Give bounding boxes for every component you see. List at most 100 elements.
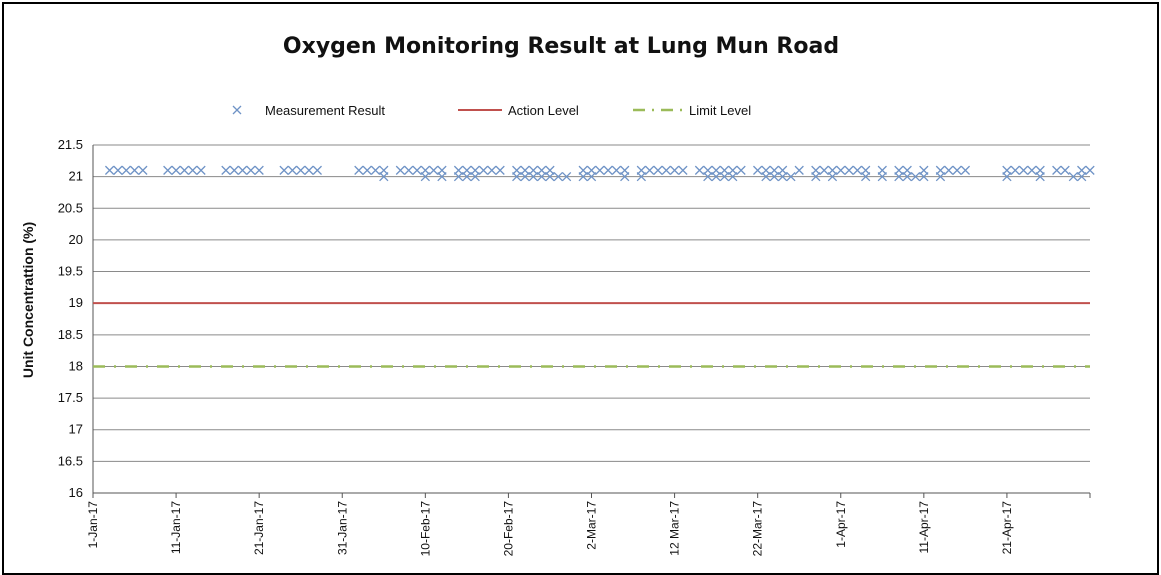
measurement-point xyxy=(287,165,298,175)
measurement-point xyxy=(728,171,738,182)
measurement-point xyxy=(113,165,123,175)
measurement-point xyxy=(1060,165,1070,175)
measurement-points xyxy=(104,165,1095,182)
y-tick-label: 17.5 xyxy=(58,390,83,405)
measurement-point xyxy=(703,171,713,182)
legend-swatch-measurement-result xyxy=(232,105,242,115)
measurement-point xyxy=(395,165,406,175)
y-tick-label: 19.5 xyxy=(58,264,83,279)
measurement-point xyxy=(1018,165,1029,175)
measurement-point xyxy=(595,165,605,175)
x-tick-label: 11-Jan-17 xyxy=(169,501,183,554)
y-tick-label: 20.5 xyxy=(58,200,83,215)
measurement-point xyxy=(636,171,647,182)
measurement-point xyxy=(512,171,522,182)
y-tick-label: 16.5 xyxy=(58,453,83,468)
measurement-point xyxy=(196,165,206,175)
measurement-point xyxy=(644,165,655,175)
measurement-point xyxy=(188,165,198,175)
measurement-point xyxy=(952,165,962,175)
measurement-point xyxy=(578,171,588,182)
measurement-point xyxy=(711,171,721,182)
measurement-point xyxy=(1002,171,1012,182)
measurement-point xyxy=(1035,171,1045,182)
measurement-point xyxy=(678,165,688,175)
x-tick-label: 10-Feb-17 xyxy=(418,501,432,557)
measurement-point xyxy=(1027,165,1037,175)
measurement-point xyxy=(478,165,489,175)
y-axis-label: Unit Concentrattion (%) xyxy=(20,222,36,378)
measurement-point xyxy=(495,165,505,175)
measurement-point xyxy=(1077,171,1087,182)
legend: Measurement Result Action Level Limit Leve… xyxy=(232,103,751,118)
measurement-point xyxy=(669,165,680,175)
measurement-point xyxy=(412,165,422,175)
measurement-point xyxy=(935,171,946,182)
measurement-point xyxy=(470,171,480,182)
measurement-point xyxy=(453,171,464,182)
y-tick-label: 21.5 xyxy=(58,137,83,152)
measurement-point xyxy=(536,171,547,182)
measurement-point xyxy=(827,171,838,182)
measurement-point xyxy=(944,165,954,175)
x-tick-label: 11-Apr-17 xyxy=(917,501,931,554)
x-tick-label: 1-Jan-17 xyxy=(86,501,100,549)
measurement-point xyxy=(844,165,854,175)
x-tick-label: 1-Apr-17 xyxy=(834,501,848,548)
y-tick-label: 18 xyxy=(69,358,83,373)
y-tick-label: 17 xyxy=(69,422,83,437)
reference-lines xyxy=(93,302,1090,368)
legend-label-measurement-result: Measurement Result xyxy=(265,103,385,118)
measurement-point xyxy=(237,165,248,175)
measurement-point xyxy=(138,165,148,175)
measurement-point xyxy=(877,171,887,182)
measurement-point xyxy=(653,165,663,175)
measurement-point xyxy=(719,171,730,182)
measurement-point xyxy=(611,165,622,175)
measurement-point xyxy=(171,165,181,175)
measurement-point xyxy=(694,165,705,175)
measurement-point xyxy=(1010,165,1020,175)
measurement-point xyxy=(1052,165,1062,175)
measurement-point xyxy=(902,171,912,182)
measurement-point xyxy=(370,165,381,175)
measurement-point xyxy=(777,171,788,182)
measurement-point xyxy=(620,171,630,182)
measurement-point xyxy=(836,165,846,175)
measurement-point xyxy=(129,165,140,175)
measurement-point xyxy=(163,165,173,175)
measurement-point xyxy=(254,165,264,175)
x-tick-label: 21-Jan-17 xyxy=(252,501,266,555)
measurement-point xyxy=(487,165,497,175)
legend-label-action-level: Action Level xyxy=(508,103,579,118)
measurement-point xyxy=(362,165,372,175)
axes xyxy=(92,145,1091,498)
measurement-point xyxy=(910,171,921,182)
y-tick-label: 21 xyxy=(69,169,83,184)
measurement-point xyxy=(761,171,771,182)
measurement-point xyxy=(312,165,322,175)
measurement-point xyxy=(104,165,115,175)
x-tick-labels: 1-Jan-17 11-Jan-17 21-Jan-17 31-Jan-17 10-Fe… xyxy=(86,501,1014,557)
measurement-point xyxy=(296,165,306,175)
y-tick-label: 18.5 xyxy=(58,327,83,342)
x-tick-label: 20-Feb-17 xyxy=(501,501,515,557)
legend-label-limit-level: Limit Level xyxy=(689,103,751,118)
measurement-point xyxy=(221,165,231,175)
measurement-point xyxy=(246,165,256,175)
measurement-point xyxy=(786,171,796,182)
measurement-point xyxy=(769,171,779,182)
measurement-point xyxy=(1085,165,1095,175)
y-tick-labels: 16 16.5 17 17.5 18 18.5 19 19.5 20 20.5 21 21.5 xyxy=(58,137,83,500)
measurement-point xyxy=(229,165,239,175)
measurement-point xyxy=(811,171,821,182)
measurement-point xyxy=(1068,171,1079,182)
measurement-point xyxy=(428,165,439,175)
x-tick-label: 12 Mar-17 xyxy=(668,501,682,556)
measurement-point xyxy=(894,171,904,182)
measurement-point xyxy=(354,165,364,175)
measurement-point xyxy=(520,171,530,182)
measurement-point xyxy=(462,171,472,182)
measurement-point xyxy=(561,171,572,182)
